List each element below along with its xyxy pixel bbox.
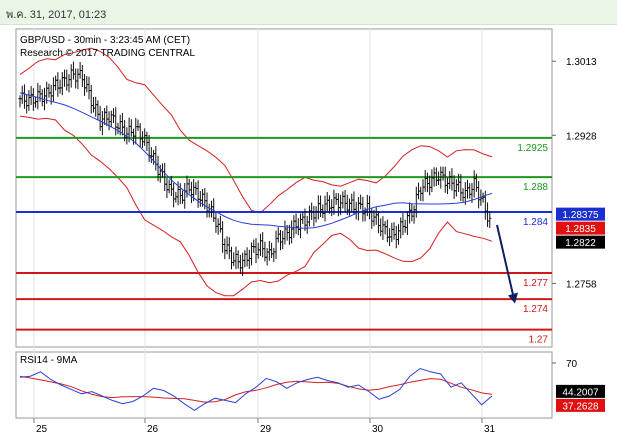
forecast-arrow-head [508,292,518,304]
rsi-value-tag-bg [556,384,605,398]
rsi-value-tag-text: 44.2007 [562,387,599,398]
price-tag-text: 1.2835 [565,224,596,235]
price-tag-bg [556,221,605,235]
price-tag-text: 1.28375 [562,210,599,221]
rsi-title: RSI14 - 9MA [20,355,78,366]
price-tick-label: 1.3013 [566,57,597,68]
x-label: 31 [484,424,496,435]
window-header-bar: พ.ค. 31, 2017, 01:23 [0,0,617,25]
forecast-arrow [496,224,518,304]
vertical-gridlines [33,29,483,418]
rsi-ma-line [19,375,493,403]
rsi-value-tags: 44.2007 37.2628 [556,384,605,412]
support-level-label: 1.27 [529,335,549,346]
x-label: 29 [260,424,272,435]
moving-average [19,92,493,229]
price-bars [18,61,492,277]
main-panel-frame [15,28,553,348]
price-tick-label: 1.2758 [566,279,597,290]
resistance-level-label: 1.2925 [517,143,548,154]
chart-subtitle: Research © 2017 TRADING CENTRAL [20,48,195,59]
support-level-label: 1.277 [523,278,548,289]
pivot-level-label: 1.284 [523,217,548,228]
forecast-arrow-shaft [496,224,514,295]
rsi-panel-frame [15,351,553,419]
x-axis-labels: 25 26 29 30 31 [33,418,496,435]
lower-band [19,115,493,297]
support-level-label: 1.274 [523,304,548,315]
chart-title: GBP/USD - 30min - 3:23:45 AM (CET) [20,35,190,46]
rsi-tick-label: 70 [566,359,578,370]
header-datetime: พ.ค. 31, 2017, 01:23 [6,9,107,21]
x-label: 26 [147,424,159,435]
price-axis-ticks: 1.3013 1.2928 1.2758 [552,57,597,290]
price-tick-label: 1.2928 [566,131,597,142]
price-tag-bg [556,235,605,249]
x-label: 30 [372,424,384,435]
price-tag-text: 1.2822 [565,238,596,249]
rsi-lines [19,367,493,411]
rsi-value-tag-bg [556,398,605,412]
price-chart: 1.2925 1.288 1.284 1.277 1.274 1.27 GBP/USD -… [15,28,605,435]
price-tag-bg [556,207,605,221]
rsi-value-tag-text: 37.2628 [562,401,599,412]
rsi-axis-ticks: 70 [552,359,578,370]
resistance-level-label: 1.288 [523,182,548,193]
moving-average-line [19,92,493,229]
price-tags: 1.28375 1.2835 1.2822 [556,207,605,249]
rsi-line [19,367,493,411]
x-label: 25 [36,424,48,435]
support-resistance-levels: 1.2925 1.288 1.284 1.277 1.274 1.27 [16,136,552,346]
